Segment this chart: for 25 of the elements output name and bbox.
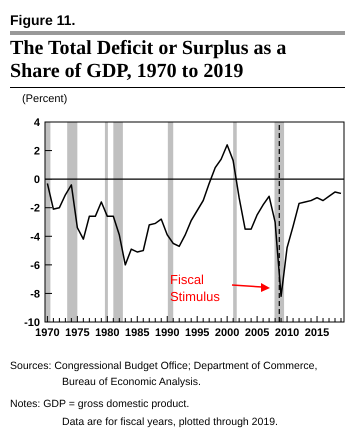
x-tick-label: 1970 <box>35 327 60 339</box>
y-tick-label: -8 <box>30 288 40 300</box>
x-tick-label: 2015 <box>304 327 330 339</box>
y-tick-label: -2 <box>30 202 40 215</box>
x-tick-label: 1985 <box>125 327 150 339</box>
x-tick-label: 1980 <box>95 327 120 339</box>
chart-subtitle: Figure 11. <box>10 12 76 28</box>
annotation: Fiscal Stimulus <box>170 272 220 304</box>
x-tick-label: 1995 <box>184 327 210 339</box>
x-tick-label: 2000 <box>214 327 240 339</box>
y-tick-label: 2 <box>34 146 40 158</box>
y-tick-label: -10 <box>24 317 40 329</box>
x-tick-label: 1990 <box>154 327 180 339</box>
x-tick-label: 2010 <box>274 327 300 339</box>
text: Notes: GDP = gross domestic product. <box>10 397 190 412</box>
x-tick-label: 1975 <box>65 327 90 339</box>
text: Data are for fiscal years, plotted through 2019. <box>61 415 279 428</box>
chart-title: The Total Deficit or Surplus as a Share of GDP, 1970 to 2019 <box>10 37 288 83</box>
y-tick-label: -4 <box>30 231 41 244</box>
y-tick-label: -6 <box>30 260 40 272</box>
y-axis-title: (Percent) <box>22 93 68 105</box>
source-note: Sources: Congressional Budget Office; Department of Commerce, Bureau of Economic Analysis. <box>10 359 318 390</box>
y-tick-label: 0 <box>34 174 40 186</box>
y-tick-label: 4 <box>34 117 41 129</box>
x-tick-label: 2005 <box>244 327 270 339</box>
